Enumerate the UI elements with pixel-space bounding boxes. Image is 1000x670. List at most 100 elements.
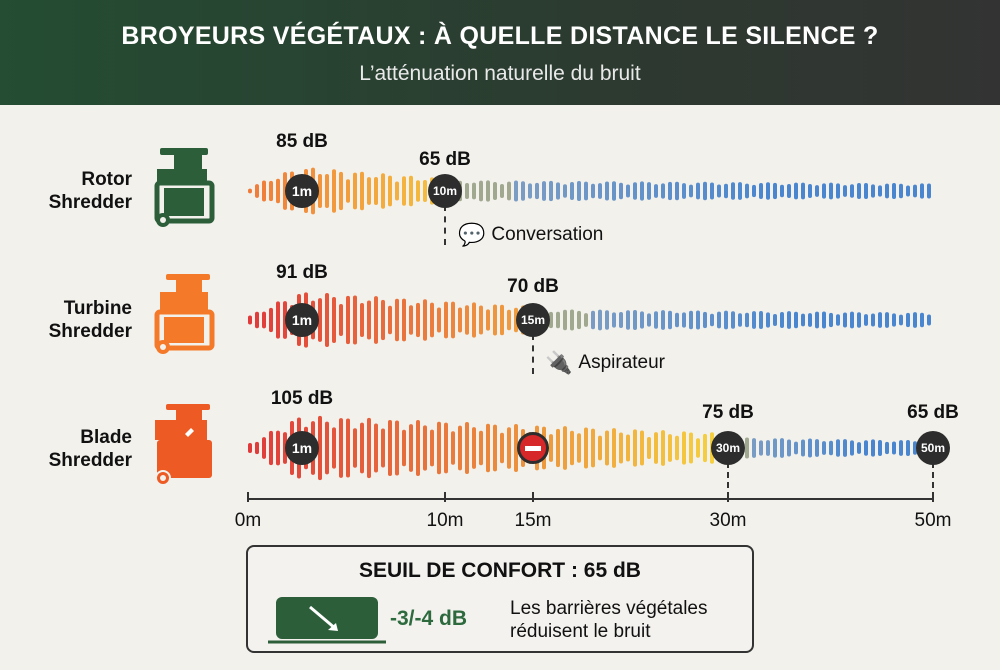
comfort-text: Les barrières végétales réduisent le brui… [510,597,708,643]
wave-bar [570,181,574,201]
wave-bar [493,304,497,336]
wave-bar [584,427,588,469]
wave-bar [325,292,329,348]
wave-bar [605,310,609,330]
wave-bar [899,314,903,326]
label-line: Shredder [48,321,132,342]
wave-bar [472,302,476,338]
comfort-threshold-box: SEUIL DE CONFORT : 65 dB -3/-4 dB Les ba… [246,545,754,653]
wave-bar [906,440,910,456]
wave-bar [913,184,917,198]
wave-bar [500,432,504,464]
wave-bar [731,182,735,200]
wave-bar [395,420,399,476]
wave-bar [325,173,329,209]
wave-bar [409,424,413,472]
wave-bar [857,183,861,199]
wave-bar [640,181,644,201]
distance-marker: 1m [285,303,319,337]
wave-bar [745,183,749,199]
wave-bar [549,180,553,202]
wave-bar [563,426,567,470]
wave-bar [619,312,623,328]
wave-bar [556,182,560,200]
wave-bar [584,313,588,327]
wave-bar [591,310,595,330]
wave-bar [248,315,252,325]
wave-bar [563,309,567,331]
wave-bar [570,430,574,466]
wave-bar [388,419,392,477]
wave-bar [878,440,882,456]
wave-bar [318,173,322,209]
wave-bar [871,184,875,198]
wave-bar [773,313,777,327]
wave-bar [465,422,469,474]
wave-bar [864,440,868,456]
wave-bar [465,182,469,200]
wave-bar [843,439,847,457]
wave-bar [640,311,644,329]
wave-bar [276,301,280,339]
wave-bar [451,431,455,465]
wave-bar [346,295,350,345]
wave-bar [598,435,602,461]
wave-bar [619,182,623,200]
wave-bar [689,432,693,464]
wave-bar [780,312,784,328]
db-label: 105 dB [270,388,334,409]
distance-marker: 15m [516,303,550,337]
wave-bar [339,418,343,478]
wave-bar [381,173,385,209]
wave-bar [836,439,840,457]
wave-bar [675,181,679,201]
tick-label: 10m [426,510,464,531]
wave-bar [339,304,343,336]
wave-bar [556,311,560,329]
tick-label: 0m [234,510,262,531]
wave-bar [668,310,672,330]
wave-bar [661,183,665,199]
wave-bar [878,312,882,328]
tick-label: 50m [914,510,952,531]
wave-bar [402,298,406,342]
wave-bar [913,312,917,328]
wave-bar [871,313,875,327]
label-line: Shredder [48,450,132,471]
wave-bar [605,181,609,201]
wave-bar [647,313,651,327]
distance-marker: 1m [285,174,319,208]
tick-label: 30m [709,510,747,531]
wave-bar [423,425,427,471]
wave-bar [892,183,896,199]
wave-bar [850,440,854,456]
wave-bar [668,434,672,462]
wave-bar [829,182,833,200]
wave-bar [409,305,413,335]
wave-bar [416,419,420,477]
wave-bar [507,181,511,201]
wave-bar [703,311,707,329]
wave-bar [752,438,756,458]
speech-bubbles-icon: 💬 [458,222,486,247]
wave-bar [591,183,595,199]
wave-bar [794,311,798,329]
wave-bar [661,430,665,466]
wave-bar [416,302,420,338]
distance-marker: 50m [916,431,950,465]
wave-bar [710,182,714,200]
wave-bar [262,180,266,202]
wave-bar [612,312,616,328]
wave-bar [479,305,483,335]
tick-label: 15m [514,510,552,531]
wave-bar [388,305,392,335]
text-line: réduisent le bruit [510,621,651,642]
wave-bar [920,312,924,328]
wave-bar [836,314,840,326]
wave-bar [584,181,588,201]
wave-bar [577,180,581,202]
wave-bar [857,312,861,328]
reduction-value: -3/-4 dB [390,607,468,630]
wave-bar [808,183,812,199]
wave-bar [878,185,882,197]
